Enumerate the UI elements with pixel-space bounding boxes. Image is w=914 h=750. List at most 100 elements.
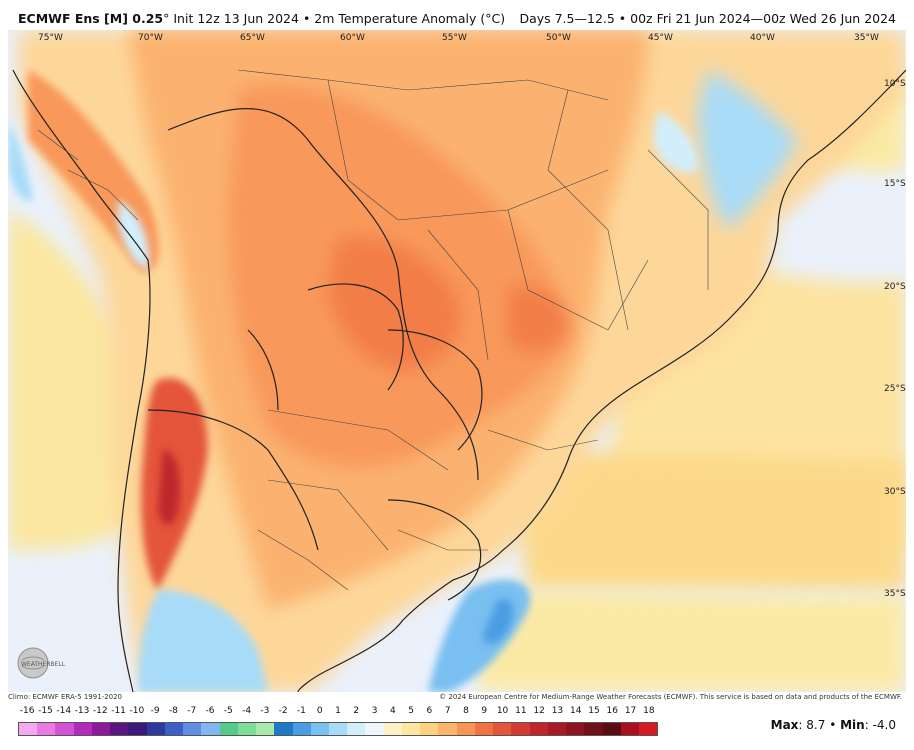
colorbar-swatch [438, 723, 457, 735]
colorbar-swatch [602, 723, 621, 735]
colorbar-swatch [401, 723, 421, 735]
colorbar-swatch [310, 723, 329, 735]
colorbar-tick-label: 17 [624, 706, 637, 716]
lon-labels: 75°W 70°W 65°W 60°W 55°W 50°W 45°W 40°W … [38, 33, 879, 43]
cold-anomaly [8, 120, 530, 692]
lat-label: 20°S [884, 282, 906, 292]
colorbar-swatch [256, 723, 275, 735]
land-anomaly [18, 30, 906, 692]
copyright-credit: © 2024 European Centre for Medium-Range … [439, 693, 902, 701]
stats-sep: • [829, 718, 837, 732]
map-header: ECMWF Ens [M] 0.25° Init 12z 13 Jun 2024… [0, 0, 914, 30]
colorbar-swatch [201, 723, 220, 735]
colorbar-tick-label: 6 [426, 706, 433, 716]
colorbar-swatch [566, 723, 585, 735]
colorbar-swatch [73, 723, 92, 735]
colorbar-tick-label: 14 [569, 706, 582, 716]
lon-label: 70°W [138, 33, 163, 43]
colorbar-swatch [37, 723, 56, 735]
colorbar-tick-label: -5 [223, 706, 233, 716]
colorbar-tick-label: -11 [111, 706, 126, 716]
colorbar-swatch [19, 723, 38, 735]
anomaly-map: 75°W 70°W 65°W 60°W 55°W 50°W 45°W 40°W … [8, 30, 906, 692]
max-value: 8.7 [806, 718, 826, 732]
colorbar-labels: -16 -15 -14 -13 -12 -11 -10 -9 -8 -7 -6 -5 -4 -3 -2 -1 0… [18, 706, 658, 720]
colorbar-swatch [128, 723, 147, 735]
colorbar-swatch [365, 723, 384, 735]
colorbar-swatch [146, 723, 165, 735]
lon-label: 45°W [648, 33, 673, 43]
colorbar-tick-label: -1 [296, 706, 306, 716]
colorbar-swatch [511, 723, 530, 735]
colorbar-tick-label: -14 [56, 706, 72, 716]
credit-row: Climo: ECMWF ERA-5 1991-2020 © 2024 Euro… [8, 692, 906, 704]
colorbar-swatch [584, 723, 603, 735]
lat-label: 25°S [884, 384, 906, 394]
map-canvas: 75°W 70°W 65°W 60°W 55°W 50°W 45°W 40°W … [8, 30, 906, 692]
colorbar-swatch [620, 723, 639, 735]
min-value: -4.0 [872, 718, 896, 732]
colorbar-tick-label: 15 [588, 706, 600, 716]
lon-label: 60°W [340, 33, 365, 43]
climo-credit: Climo: ECMWF ERA-5 1991-2020 [8, 693, 122, 701]
colorbar-swatch [529, 723, 548, 735]
colorbar-tick-label: -2 [278, 706, 288, 716]
colorbar-swatch [219, 723, 238, 735]
lat-label: 10°S [884, 79, 906, 89]
colorbar-tick-label: -9 [150, 706, 160, 716]
colorbar-swatch [55, 723, 74, 735]
degree-symbol: ° [163, 11, 170, 26]
colorbar-swatch [183, 723, 202, 735]
lat-label: 35°S [884, 589, 906, 599]
logo-text: WEATHERBELL [21, 661, 66, 668]
field-name: 2m Temperature Anomaly (°C) [314, 11, 506, 26]
valid-period: Days 7.5—12.5 • 00z Fri 21 Jun 2024—00z … [519, 11, 896, 26]
colorbar-tick-label: 2 [353, 706, 360, 716]
lon-label: 65°W [240, 33, 265, 43]
colorbar-tick-label: 11 [515, 706, 527, 716]
weatherbell-logo: WEATHERBELL [16, 646, 82, 680]
colorbar-tick-label: 16 [606, 706, 619, 716]
coastlines-borders [12, 69, 906, 692]
lat-label: 30°S [884, 487, 906, 497]
colorbar-tick-label: -8 [168, 706, 178, 716]
max-label: Max [770, 718, 799, 732]
colorbar-tick-label: -6 [205, 706, 215, 716]
colorbar-tick-label: -3 [260, 706, 270, 716]
lon-label: 55°W [442, 33, 467, 43]
colorbar-swatch [493, 723, 512, 735]
colorbar-tick-label: -15 [38, 706, 53, 716]
colorbar-tick-label: 0 [316, 706, 323, 716]
colorbar-tick-label: 3 [371, 706, 378, 716]
colorbar-swatch [383, 723, 402, 735]
lat-labels: 10°S 15°S 20°S 25°S 30°S 35°S [884, 79, 906, 599]
colorbar-tick-label: -12 [92, 706, 108, 716]
model-name: ECMWF Ens [M] 0.25 [18, 11, 164, 26]
lon-label: 50°W [546, 33, 571, 43]
state-borders [37, 69, 709, 591]
colorbar-tick-label: 12 [533, 706, 545, 716]
colorbar-swatch [91, 723, 111, 735]
colorbar-swatch [638, 723, 658, 735]
lon-label: 35°W [854, 33, 879, 43]
colorbar-swatch [420, 723, 439, 735]
title-bullet: • [302, 11, 311, 26]
init-time: Init 12z 13 Jun 2024 [173, 11, 299, 26]
min-label: Min [840, 718, 865, 732]
colorbar-swatch [347, 723, 366, 735]
lat-label: 15°S [884, 179, 906, 189]
max-min-stats: Max: 8.7 • Min: -4.0 [770, 718, 896, 732]
colorbar-tick-label: 5 [408, 706, 415, 716]
colorbar-swatch [237, 723, 257, 735]
colorbar-swatch [547, 723, 567, 735]
colorbar-swatch [474, 723, 494, 735]
colorbar-swatch [328, 723, 348, 735]
lon-label: 75°W [38, 33, 63, 43]
colorbar-tick-label: 13 [551, 706, 564, 716]
colorbar-swatch [110, 723, 129, 735]
colorbar-swatch [292, 723, 311, 735]
colorbar-tick-label: 10 [496, 706, 509, 716]
colorbar-tick-label: -4 [242, 706, 252, 716]
colorbar-swatch [164, 723, 184, 735]
colorbar-tick-label: -16 [19, 706, 35, 716]
